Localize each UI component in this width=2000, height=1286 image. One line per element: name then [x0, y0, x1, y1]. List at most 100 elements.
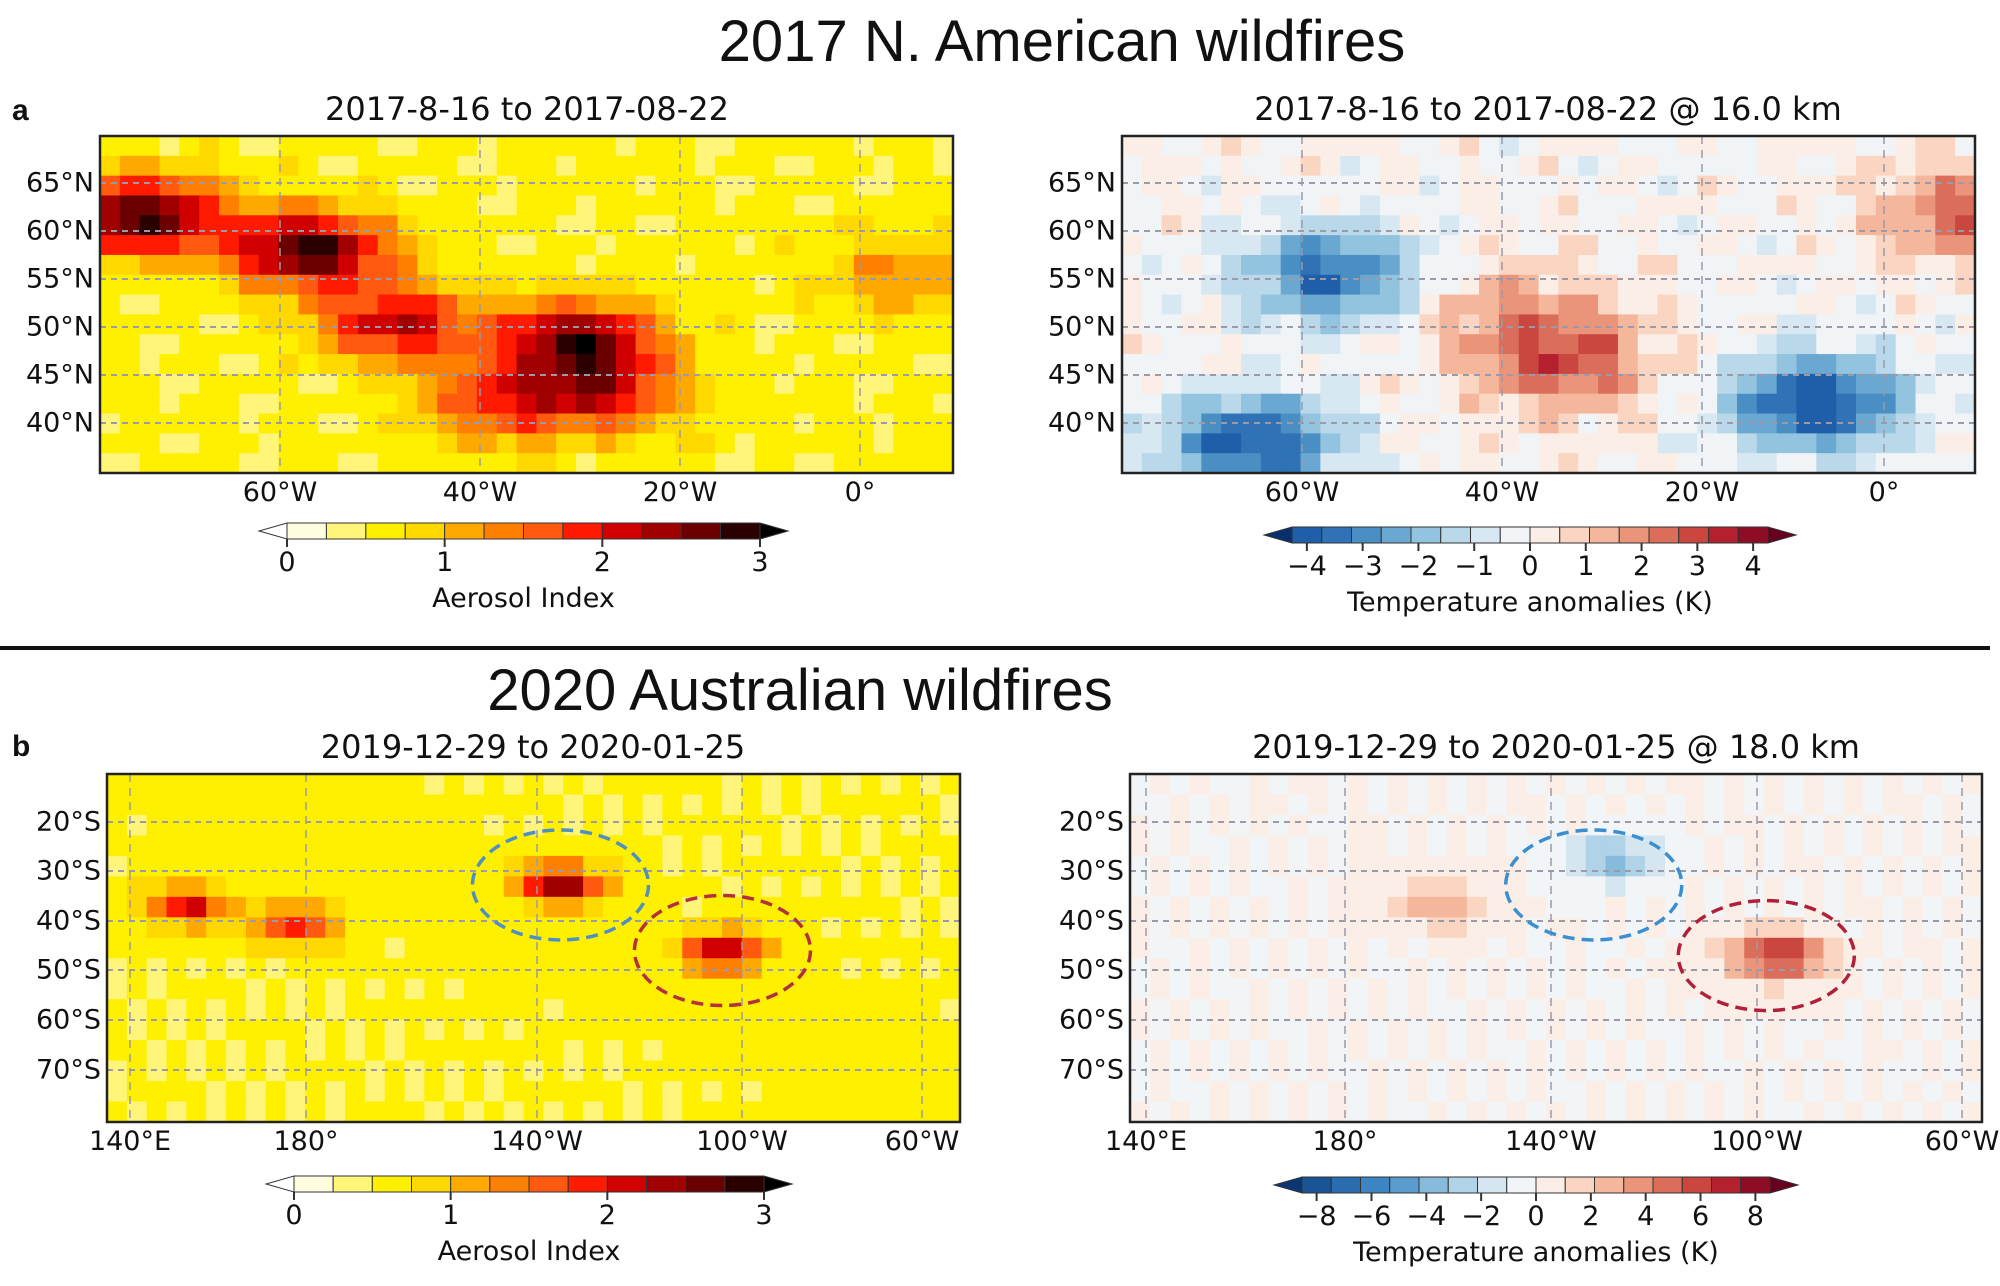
field-cell	[1855, 274, 1877, 296]
field-cell	[1367, 958, 1389, 980]
field-cell	[1625, 1040, 1646, 1062]
field-cell	[377, 393, 399, 415]
field-cell	[880, 1040, 902, 1062]
field-cell	[417, 334, 438, 355]
field-cell	[563, 1060, 584, 1082]
field-cell	[1526, 1040, 1547, 1062]
field-cell	[1447, 1081, 1468, 1103]
field-cell	[1427, 999, 1448, 1021]
field-cell	[714, 175, 736, 197]
field-cell	[1717, 136, 1738, 157]
field-cell	[622, 1101, 644, 1123]
field-cell	[1486, 1101, 1508, 1123]
field-cell	[404, 855, 425, 877]
field-cell	[199, 175, 220, 197]
field-cell	[880, 1060, 902, 1082]
field-cell	[1526, 978, 1547, 1000]
field-cell	[424, 774, 445, 796]
field-cell	[305, 876, 326, 898]
colorbar-bin	[1618, 526, 1650, 544]
field-cell	[377, 274, 399, 296]
field-cell	[1684, 1060, 1706, 1082]
colorbar-bin	[411, 1175, 452, 1193]
field-cell	[1308, 794, 1329, 816]
field-cell	[1578, 453, 1599, 474]
field-cell	[900, 1019, 921, 1041]
field-cell	[821, 1081, 842, 1103]
field-cell	[523, 958, 545, 980]
field-cell	[1796, 433, 1817, 454]
field-cell	[1387, 876, 1408, 898]
field-cell	[516, 393, 538, 415]
field-cell	[219, 274, 240, 296]
field-cell	[1585, 937, 1607, 959]
field-cell	[1578, 294, 1599, 316]
field-cell	[166, 1040, 187, 1062]
colorbar-tick-label: −1	[1454, 551, 1495, 582]
field-cell	[1280, 334, 1302, 355]
colorbar-tick-label: −6	[1351, 1201, 1392, 1232]
field-cell	[1280, 433, 1302, 454]
field-cell	[1479, 254, 1500, 276]
field-cell	[794, 453, 815, 474]
field-cell	[1130, 774, 1151, 796]
field-cell	[1605, 794, 1626, 816]
field-cell	[1439, 175, 1460, 197]
field-cell	[880, 876, 902, 898]
field-cell	[1141, 413, 1163, 434]
field-cell	[1625, 876, 1646, 898]
field-cell	[1915, 254, 1936, 276]
field-cell	[1189, 855, 1210, 877]
field-cell	[1122, 373, 1143, 395]
field-cell	[774, 155, 795, 177]
field-cell	[119, 235, 141, 256]
field-cell	[1181, 254, 1202, 276]
field-cell	[159, 254, 180, 276]
field-cell	[595, 155, 617, 177]
field-cell	[1915, 373, 1936, 395]
field-cell	[1637, 155, 1659, 177]
field-cell	[238, 354, 260, 375]
field-cell	[265, 814, 287, 837]
field-cell	[1736, 433, 1758, 454]
field-cell	[1625, 814, 1646, 837]
field-cell	[1447, 814, 1468, 837]
field-cell	[1122, 254, 1143, 276]
field-cell	[1427, 896, 1448, 918]
colorbar-bin	[489, 1175, 530, 1193]
field-cell	[734, 235, 756, 256]
field-cell	[873, 155, 895, 177]
field-cell	[1724, 937, 1745, 959]
field-cell	[1347, 958, 1369, 980]
field-cell	[1677, 314, 1698, 335]
colorbar-title: Temperature anomalies (K)	[1353, 1237, 1719, 1268]
field-cell	[1882, 1081, 1904, 1103]
field-cell	[675, 195, 696, 216]
field-cell	[556, 195, 577, 216]
field-cell	[774, 254, 795, 276]
field-cell	[774, 136, 795, 157]
field-cell	[1645, 876, 1666, 898]
field-cell	[345, 937, 366, 959]
field-cell	[734, 175, 756, 197]
field-cell	[873, 354, 895, 375]
field-cell	[814, 354, 835, 375]
field-cell	[741, 855, 763, 877]
field-cell	[457, 274, 478, 296]
field-cell	[226, 835, 247, 857]
field-cell	[1308, 1081, 1329, 1103]
field-cell	[305, 1040, 326, 1062]
field-cell	[754, 294, 776, 316]
field-cell	[543, 958, 564, 980]
lon-tick-label: 40°W	[1464, 477, 1540, 508]
field-cell	[1447, 978, 1468, 1000]
field-cell	[615, 334, 637, 355]
field-cell	[933, 373, 954, 395]
field-cell	[1863, 917, 1884, 939]
field-cell	[1288, 855, 1309, 877]
field-cell	[662, 978, 683, 1000]
field-cell	[754, 254, 776, 276]
field-cell	[721, 876, 743, 898]
field-cell	[1347, 937, 1369, 959]
field-cell	[1902, 896, 1924, 918]
